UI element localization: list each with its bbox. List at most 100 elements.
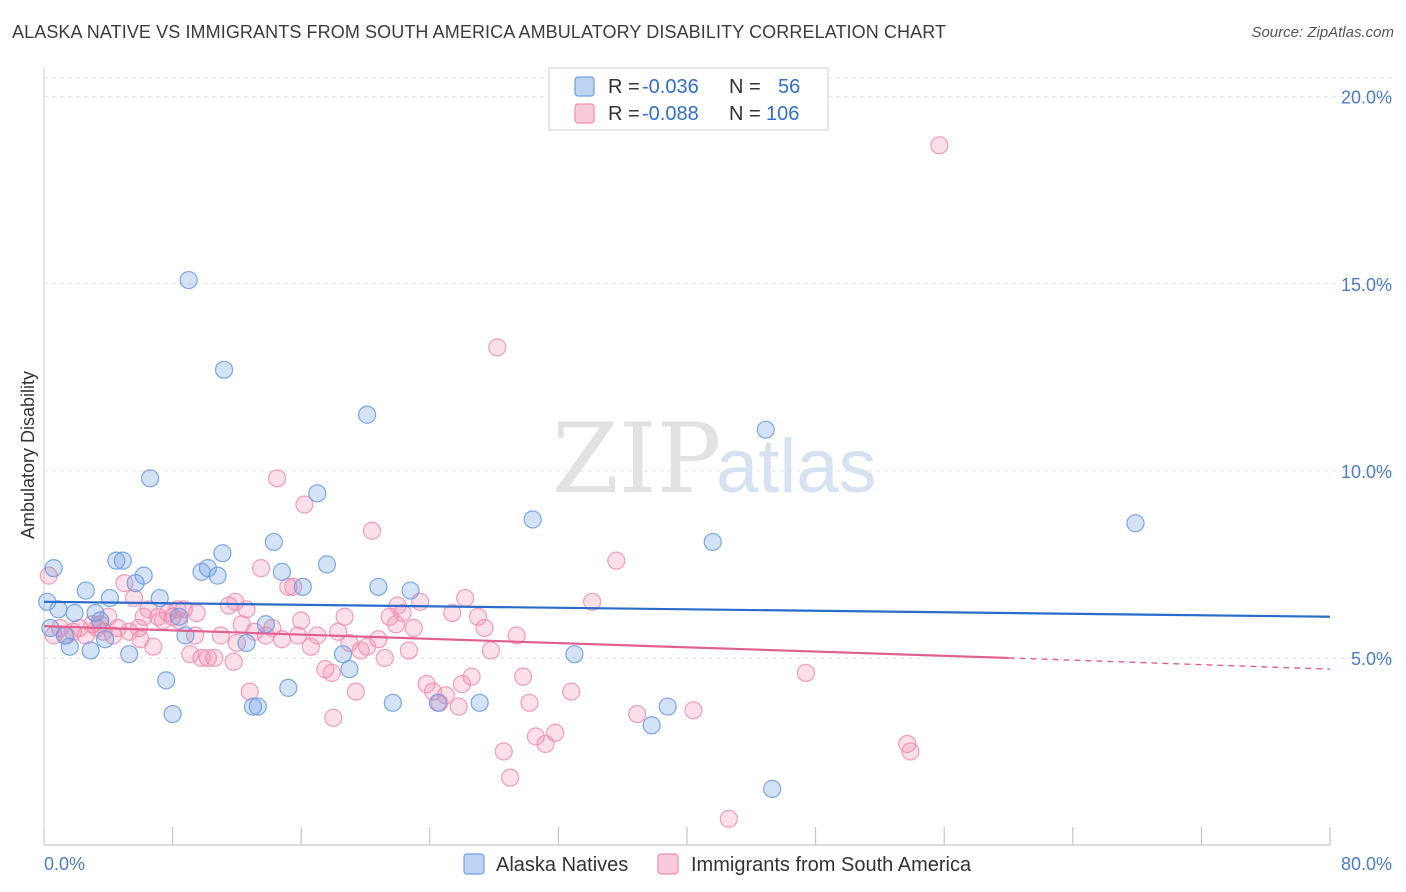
data-point-alaska — [60, 637, 79, 656]
data-point-immigrants — [684, 701, 703, 720]
data-point-alaska — [179, 270, 198, 290]
data-point-immigrants — [224, 652, 243, 671]
data-point-immigrants — [404, 618, 423, 638]
data-point-immigrants — [205, 648, 224, 668]
legend-label-immigrants: Immigrants from South America — [691, 854, 972, 876]
data-point-immigrants — [131, 630, 150, 649]
data-point-alaska — [248, 697, 267, 716]
legend-swatch-pink — [574, 103, 595, 124]
data-point-immigrants — [187, 603, 206, 623]
data-point-alaska — [91, 611, 110, 630]
data-point-immigrants — [507, 626, 526, 645]
data-point-alaska — [81, 641, 100, 660]
data-point-immigrants — [719, 809, 738, 828]
data-point-alaska — [333, 645, 353, 664]
axes — [43, 68, 1331, 846]
data-point-immigrants — [227, 633, 246, 653]
y-tick-label: 20.0% — [1341, 88, 1392, 108]
data-point-alaska — [264, 532, 283, 552]
legend-n-value-2: 106 — [766, 103, 799, 125]
series-immigrants-points — [39, 136, 949, 828]
data-point-immigrants — [520, 693, 539, 712]
y-axis-title: Ambulatory Disability — [18, 371, 38, 539]
legend-swatch-immigrants — [657, 853, 679, 875]
legend-swatch-blue — [574, 76, 595, 97]
data-point-alaska — [256, 615, 275, 634]
data-point-immigrants — [488, 338, 507, 357]
data-point-alaska — [237, 633, 256, 653]
data-point-alaska — [198, 559, 218, 578]
data-point-alaska — [470, 693, 489, 712]
watermark: ZIP atlas — [552, 403, 877, 515]
data-point-immigrants — [901, 742, 920, 761]
x-tick-label: 80.0% — [1341, 854, 1392, 874]
data-point-immigrants — [399, 641, 419, 660]
data-point-alaska — [763, 779, 782, 798]
data-point-alaska — [756, 420, 775, 439]
data-point-alaska — [317, 555, 337, 574]
data-point-alaska — [523, 510, 542, 529]
data-point-immigrants — [251, 559, 271, 578]
data-point-alaska — [308, 484, 327, 503]
data-point-immigrants — [452, 675, 472, 694]
data-point-alaska — [243, 697, 263, 716]
data-point-alaska — [44, 559, 63, 578]
data-point-alaska — [703, 532, 722, 552]
data-point-alaska — [140, 469, 160, 488]
data-point-immigrants — [139, 600, 158, 619]
legend-r-label-1: R = — [608, 76, 640, 98]
data-point-immigrants — [240, 682, 259, 701]
data-point-immigrants — [417, 675, 436, 694]
data-point-immigrants — [284, 577, 303, 596]
data-point-alaska — [1126, 514, 1145, 533]
data-point-alaska — [658, 697, 677, 716]
y-tick-label: 5.0% — [1351, 649, 1392, 669]
data-point-alaska — [120, 645, 139, 664]
data-point-alaska — [401, 581, 420, 600]
data-point-immigrants — [362, 521, 382, 540]
data-point-alaska — [279, 678, 298, 697]
data-point-immigrants — [168, 600, 187, 619]
data-point-immigrants — [456, 588, 475, 608]
grid-lines — [44, 77, 1392, 659]
data-point-immigrants — [369, 630, 388, 649]
data-point-alaska — [163, 704, 182, 724]
data-point-immigrants — [386, 615, 406, 634]
data-point-alaska — [157, 671, 176, 690]
data-point-immigrants — [546, 723, 565, 742]
legend-r-value-1: -0.036 — [642, 76, 699, 98]
legend-swatch-alaska — [463, 853, 485, 875]
data-point-alaska — [95, 630, 115, 649]
data-point-immigrants — [481, 641, 500, 660]
data-point-alaska — [107, 551, 126, 570]
chart-title: ALASKA NATIVE VS IMMIGRANTS FROM SOUTH A… — [12, 22, 947, 42]
data-point-alaska — [383, 693, 402, 712]
watermark-atlas: atlas — [716, 424, 877, 509]
data-point-alaska — [272, 562, 292, 581]
data-point-alaska — [49, 600, 68, 619]
data-point-immigrants — [292, 611, 311, 630]
data-point-immigrants — [583, 592, 602, 611]
legend-n-value-1: 56 — [778, 76, 800, 98]
y-tick-label: 15.0% — [1341, 275, 1392, 295]
legend-n-label-1: N = — [729, 76, 761, 98]
data-point-alaska — [213, 544, 232, 563]
data-point-immigrants — [301, 637, 320, 656]
data-point-alaska — [565, 645, 584, 664]
tick-labels: 5.0% 10.0% 15.0% 20.0% 0.0% 80.0% — [44, 88, 1392, 874]
data-point-immigrants — [211, 626, 230, 645]
data-point-immigrants — [796, 663, 816, 682]
data-point-immigrants — [562, 682, 581, 701]
data-point-immigrants — [267, 469, 287, 488]
data-point-immigrants — [324, 708, 343, 727]
y-tick-label: 10.0% — [1341, 462, 1392, 482]
data-point-alaska — [369, 577, 388, 596]
series-alaska-points — [38, 270, 1145, 798]
legend-r-value-2: -0.088 — [642, 103, 699, 125]
data-point-alaska — [65, 603, 84, 623]
data-point-alaska — [358, 405, 377, 424]
data-point-immigrants — [628, 704, 647, 724]
data-point-alaska — [293, 577, 312, 596]
data-point-immigrants — [335, 607, 354, 626]
data-point-immigrants — [375, 648, 394, 668]
